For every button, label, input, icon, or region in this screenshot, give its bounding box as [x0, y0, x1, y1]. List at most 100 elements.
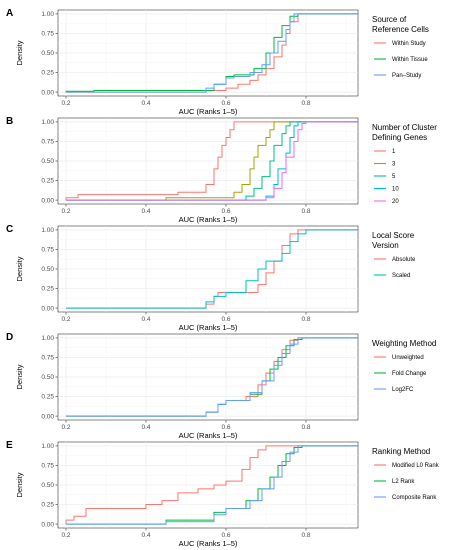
x-axis-label: AUC (Ranks 1–5) [179, 539, 238, 548]
series-line-3 [66, 121, 358, 201]
x-tick-label: 0.8 [301, 316, 310, 323]
y-tick-label: 0.25 [41, 178, 54, 185]
y-tick-label: 0.00 [41, 305, 54, 312]
x-tick-label: 0.2 [61, 208, 70, 215]
x-axis-label: AUC (Ranks 1–5) [179, 107, 238, 116]
panel-letter: E [6, 440, 13, 451]
series-line-scaled [66, 229, 358, 309]
y-tick-label: 0.50 [41, 374, 54, 381]
y-tick-label: 0.00 [41, 197, 54, 204]
y-tick-label: 1.00 [41, 227, 54, 234]
legend-title: Local Score [372, 231, 415, 240]
y-tick-label: 0.25 [41, 286, 54, 293]
legend-title: Weighting Method [372, 339, 436, 348]
y-axis-label: Density [15, 472, 24, 497]
x-tick-label: 0.2 [61, 532, 70, 539]
y-axis-label: Density [15, 364, 24, 389]
y-tick-label: 0.25 [41, 70, 54, 77]
y-tick-label: 0.00 [41, 521, 54, 528]
y-axis-label: Density [15, 256, 24, 281]
y-tick-label: 0.00 [41, 413, 54, 420]
series-line-log2fc [66, 337, 358, 417]
legend-entry: Within Study [392, 41, 426, 47]
panel-e: E 0.2 0.4 0.6 0.8 0.00 0.25 0.50 0.75 1.00 AUC (Ra… [6, 440, 440, 548]
y-tick-label: 0.50 [41, 50, 54, 57]
series-line-20 [66, 121, 358, 201]
legend-entry: 1 [392, 149, 396, 155]
x-tick-label: 0.6 [221, 208, 230, 215]
legend-entry: 10 [392, 187, 399, 193]
legend-entry: 5 [392, 174, 396, 180]
legend: Weighting Method Unweighted Fold Change Log… [372, 339, 436, 393]
panel-letter: A [6, 8, 13, 19]
panel-c: C 0.2 0.4 0.6 0.8 0.00 0.25 0.50 0.75 1.00 AUC (Ra… [6, 224, 416, 332]
legend-entry: Unweighted [392, 355, 424, 361]
x-tick-label: 0.8 [301, 532, 310, 539]
legend-entry: 3 [392, 162, 396, 168]
y-tick-label: 0.75 [41, 355, 54, 362]
panel-letter: C [6, 224, 13, 235]
series-line-pan-study [66, 13, 358, 93]
panel-b: B 0.2 0.4 0.6 0.8 0.00 0.25 0.50 0.75 1.00 AUC (Ra… [6, 116, 437, 224]
x-axis-label: AUC (Ranks 1–5) [179, 215, 238, 224]
panel-d: D 0.2 0.4 0.6 0.8 0.00 0.25 0.50 0.75 1.00 AUC (Ra… [6, 332, 436, 440]
legend-entry: Pan–Study [392, 73, 421, 79]
series-line-within-study [66, 13, 358, 93]
y-tick-label: 0.75 [41, 463, 54, 470]
x-tick-label: 0.6 [221, 100, 230, 107]
x-axis-label: AUC (Ranks 1–5) [179, 323, 238, 332]
x-tick-label: 0.8 [301, 100, 310, 107]
legend-entry: Log2FC [392, 387, 414, 393]
panel-letter: D [6, 332, 13, 343]
legend-title: Defining Genes [372, 133, 427, 142]
series-line-1 [65, 121, 358, 201]
x-tick-label: 0.2 [61, 100, 70, 107]
y-tick-label: 1.00 [41, 119, 54, 126]
legend: Ranking Method Modified L0 Rank L2 Rank Com… [372, 447, 440, 501]
panel-a: A 0.2 0.4 0.6 0.8 0.00 0.25 0.50 0.75 1.00 AUC (Ra… [6, 8, 429, 116]
legend-entry: Scaled [392, 273, 410, 279]
panel-letter: B [6, 116, 13, 127]
x-tick-label: 0.8 [301, 424, 310, 431]
y-tick-label: 0.75 [41, 31, 54, 38]
x-tick-label: 0.4 [141, 532, 150, 539]
y-tick-label: 0.00 [41, 89, 54, 96]
legend-title: Source of [372, 15, 407, 24]
x-tick-label: 0.2 [61, 316, 70, 323]
x-tick-label: 0.6 [221, 532, 230, 539]
x-tick-label: 0.8 [301, 208, 310, 215]
legend-entry: Composite Rank [392, 495, 437, 501]
legend-entry: Fold Change [392, 371, 427, 377]
y-tick-label: 1.00 [41, 11, 54, 18]
legend-title: Version [372, 241, 399, 250]
legend-entry: L2 Rank [392, 479, 415, 485]
y-axis-label: Density [15, 40, 24, 65]
y-tick-label: 0.25 [41, 502, 54, 509]
y-tick-label: 0.75 [41, 139, 54, 146]
y-tick-label: 0.50 [41, 158, 54, 165]
y-tick-label: 0.25 [41, 394, 54, 401]
y-tick-label: 0.75 [41, 247, 54, 254]
legend-entry: Within Tissue [392, 57, 428, 63]
legend-title: Ranking Method [372, 447, 430, 456]
x-tick-label: 0.6 [221, 424, 230, 431]
legend-title: Reference Cells [372, 25, 429, 34]
x-tick-label: 0.4 [141, 100, 150, 107]
x-tick-label: 0.2 [61, 424, 70, 431]
x-tick-label: 0.4 [141, 424, 150, 431]
x-tick-label: 0.6 [221, 316, 230, 323]
legend-entry: 20 [392, 199, 399, 205]
y-tick-label: 1.00 [41, 443, 54, 450]
series-line-5 [66, 121, 358, 201]
y-tick-label: 1.00 [41, 335, 54, 342]
x-tick-label: 0.4 [141, 316, 150, 323]
x-tick-label: 0.4 [141, 208, 150, 215]
legend-title: Number of Cluster [372, 123, 437, 132]
series-line-absolute [66, 229, 358, 309]
legend-entry: Absolute [392, 257, 416, 263]
